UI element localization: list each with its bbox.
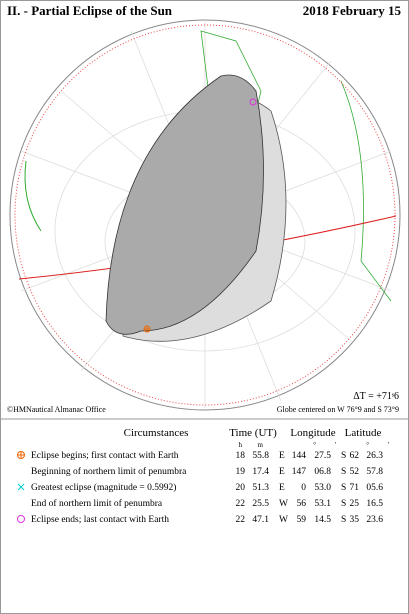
table-cell: E [279, 451, 285, 461]
table-cell: 147 [292, 467, 307, 477]
table-cell: 59 [297, 515, 307, 525]
table-cell: 53.0 [314, 483, 331, 493]
table-cell: 52 [350, 467, 360, 477]
table-cell: 05.6 [366, 483, 383, 493]
table-cell: W [279, 515, 288, 525]
unit-label: ' [388, 441, 389, 449]
table-cell: 22 [236, 499, 246, 509]
table-cell: E [279, 483, 285, 493]
table-cell: 55.8 [252, 451, 269, 461]
table-cell: 17.4 [252, 467, 269, 477]
table-cell: 51.3 [252, 483, 269, 493]
table-cell: W [279, 499, 288, 509]
row-label: Eclipse ends; last contact with Earth [31, 515, 169, 525]
table-cell: S [341, 483, 346, 493]
table-cell: 57.8 [366, 467, 383, 477]
column-header: Longitude [290, 427, 335, 439]
symbol [17, 483, 25, 491]
row-label: Beginning of northern limit of penumbra [31, 466, 187, 477]
column-header: Circumstances [124, 427, 189, 439]
unit-label: m [258, 441, 264, 449]
table-cell: 26.3 [366, 451, 383, 461]
title: II. - Partial Eclipse of the Sun [7, 3, 173, 18]
table: Circumstances Time (UT) Longitude Latitude h… [17, 427, 389, 525]
table-cell: S [341, 515, 346, 525]
unit-label: ° [313, 441, 316, 449]
table-cell: 20 [236, 483, 246, 493]
table-cell: 23.6 [366, 515, 383, 525]
unit-label: ° [366, 441, 369, 449]
row-label: End of northern limit of penumbra [31, 498, 163, 509]
column-header: Latitude [345, 427, 382, 439]
table-cell: 22 [236, 515, 246, 525]
date: 2018 February 15 [303, 3, 402, 18]
table-cell: S [341, 467, 346, 477]
unit-label: ' [335, 441, 336, 449]
symbol [17, 515, 25, 523]
table-cell: 62 [350, 451, 360, 461]
column-header: Time (UT) [229, 427, 277, 439]
table-cell: 14.5 [314, 515, 331, 525]
unit-label: h [239, 441, 243, 449]
credit: ©HMNautical Almanac Office [7, 405, 106, 414]
symbol [17, 451, 25, 459]
globe [9, 19, 401, 411]
table-cell: S [341, 451, 346, 461]
table-cell: 25.5 [252, 499, 269, 509]
table-cell: 27.5 [314, 451, 331, 461]
table-cell: E [279, 467, 285, 477]
table-cell: 71 [350, 483, 360, 493]
table-cell: 19 [236, 467, 246, 477]
table-cell: 16.5 [366, 499, 383, 509]
table-cell: 06.8 [314, 467, 331, 477]
table-cell: 0 [301, 483, 306, 493]
table-cell: 144 [292, 451, 307, 461]
table-cell: 18 [236, 451, 246, 461]
row-label: Eclipse begins; first contact with Earth [31, 450, 179, 461]
row-label: Greatest eclipse (magnitude = 0.5992) [31, 482, 176, 493]
table-cell: 53.1 [314, 499, 331, 509]
table-cell: 56 [297, 499, 307, 509]
table-cell: 25 [350, 499, 360, 509]
table-cell: 35 [350, 515, 360, 525]
table-cell: S [341, 499, 346, 509]
globe-center: Globe centered on W 76°9 and S 73°9 [277, 405, 399, 414]
delta-t: ΔT = +71ˢ6 [353, 391, 399, 402]
table-cell: 47.1 [252, 515, 269, 525]
